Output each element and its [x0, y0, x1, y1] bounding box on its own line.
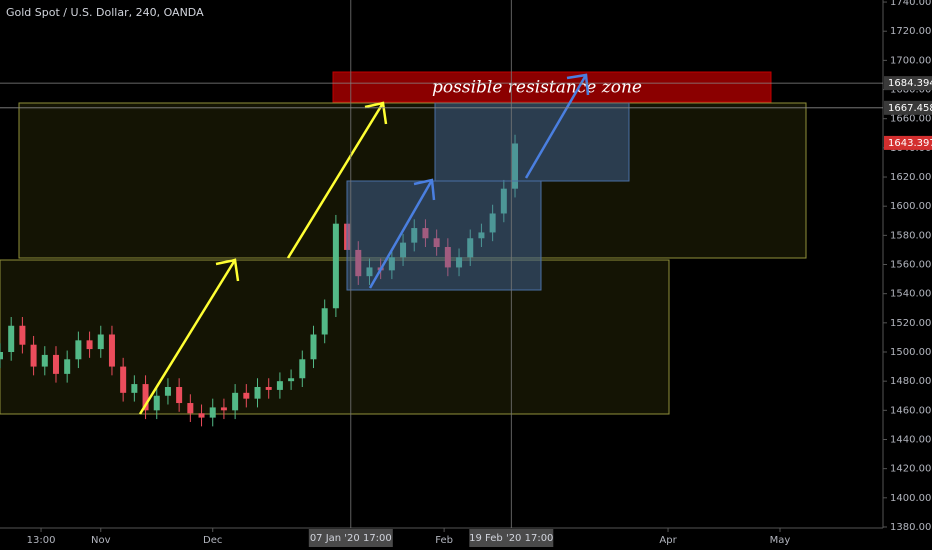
candle-body: [41, 354, 48, 367]
price-label-box: [884, 76, 932, 91]
x-tick-label: 13:00: [27, 535, 56, 546]
candle-body: [310, 334, 317, 360]
candle-body: [467, 238, 474, 258]
candle-body: [220, 407, 227, 411]
y-tick-label: 1480.000: [890, 376, 932, 387]
candle-body: [153, 395, 160, 411]
candle-body: [86, 340, 93, 350]
y-tick-label: 1720.000: [890, 26, 932, 37]
candle-body: [433, 238, 440, 248]
arrow: [138, 259, 237, 415]
candle-body: [64, 359, 71, 374]
candle-body: [0, 352, 3, 360]
last-price-box: [884, 135, 932, 150]
candle-body: [332, 223, 339, 309]
candle-body: [489, 213, 496, 233]
candle-body: [176, 386, 183, 404]
candle-body: [388, 257, 395, 271]
candle-body: [108, 334, 115, 367]
x-tick-label: Apr: [659, 535, 677, 546]
y-tick-label: 1600.000: [890, 201, 932, 212]
y-tick-label: 1740.000: [890, 0, 932, 8]
candle-body: [422, 228, 429, 239]
y-tick-label: 1400.000: [890, 493, 932, 504]
candle-body: [321, 308, 328, 335]
x-tick-label: Feb: [435, 535, 453, 546]
annotation: possible resistance zone: [432, 78, 642, 98]
y-tick-label: 1380.000: [890, 522, 932, 533]
arrow: [524, 74, 588, 179]
y-tick-label: 1620.000: [890, 172, 932, 183]
crosshair-label: 07 Jan '20 17:00: [310, 533, 392, 544]
chart-title: Gold Spot / U.S. Dollar, 240, OANDA: [6, 6, 204, 19]
arrow-head: [413, 178, 436, 201]
price-label: 1667.458: [888, 103, 932, 114]
crosshair-label-box: [308, 529, 393, 547]
candle-body: [500, 188, 507, 214]
candle-body: [366, 267, 373, 277]
candle-body: [209, 407, 216, 418]
arrow-head: [215, 258, 240, 282]
candle-body: [276, 381, 283, 390]
candle-body: [444, 247, 451, 268]
box-blue-1: [346, 180, 542, 291]
x-tick-label: Nov: [91, 535, 111, 546]
candle-body: [265, 386, 272, 390]
candle-body: [97, 334, 104, 350]
crosshair-label: 19 Feb '20 17:00: [469, 533, 553, 544]
y-tick-label: 1540.000: [890, 289, 932, 300]
x-tick-label: Dec: [203, 535, 222, 546]
candle-body: [30, 344, 37, 367]
candles: [0, 134, 519, 427]
candle-body: [8, 325, 15, 352]
arrow-head: [364, 101, 388, 125]
resistance-zone: [332, 71, 772, 103]
last-price-label: 1643.397: [888, 138, 932, 149]
candle-body: [19, 325, 26, 345]
candle-body: [187, 403, 194, 414]
y-tick-label: 1560.000: [890, 260, 932, 271]
y-tick-label: 1520.000: [890, 318, 932, 329]
y-tick-label: 1580.000: [890, 230, 932, 241]
candle-body: [52, 354, 59, 374]
y-tick-label: 1440.000: [890, 434, 932, 445]
candle-body: [254, 386, 261, 399]
arrow-head: [566, 73, 590, 96]
y-tick-label: 1420.000: [890, 464, 932, 475]
candle-body: [198, 413, 205, 418]
arrow: [286, 102, 385, 259]
candle-body: [478, 232, 485, 239]
y-tick-label: 1460.000: [890, 405, 932, 416]
candle-body: [400, 242, 407, 258]
candle-body: [355, 249, 362, 277]
candle-body: [164, 386, 171, 396]
candle-body: [232, 392, 239, 411]
x-tick-label: May: [770, 535, 791, 546]
candle-body: [288, 378, 295, 382]
candle-body: [411, 228, 418, 243]
candle-body: [299, 359, 306, 379]
price-label: 1684.394: [888, 78, 932, 89]
y-tick-label: 1700.000: [890, 55, 932, 66]
y-tick-label: 1660.000: [890, 114, 932, 125]
overlays: possible resistance zone: [138, 71, 772, 415]
candle-body: [120, 366, 127, 393]
arrow: [368, 179, 434, 289]
candle-body: [131, 384, 138, 393]
price-label-box: [884, 100, 932, 115]
candle-body: [456, 257, 463, 268]
candle-body: [243, 392, 250, 399]
candle-body: [142, 384, 149, 411]
candle-body: [75, 340, 82, 360]
y-tick-label: 1500.000: [890, 347, 932, 358]
crosshair-label-box: [469, 529, 554, 547]
candle-body: [512, 143, 519, 189]
